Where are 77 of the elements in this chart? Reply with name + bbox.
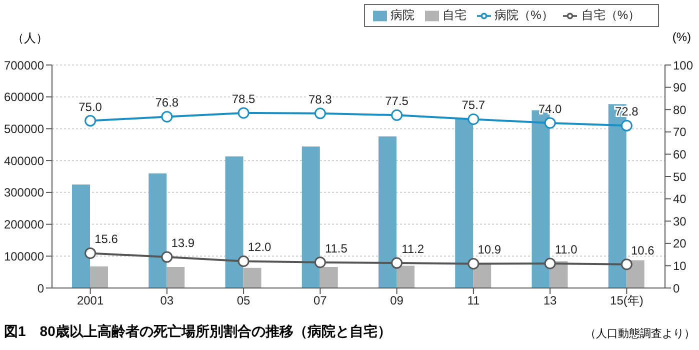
data-label: 74.0 — [538, 102, 562, 116]
point — [468, 258, 480, 270]
point — [620, 258, 632, 270]
y2-tick-label: 100 — [673, 58, 694, 72]
bar — [243, 268, 262, 288]
y2-tick-label: 30 — [673, 214, 687, 228]
data-label: 10.6 — [631, 243, 655, 258]
data-label: 75.7 — [462, 98, 486, 112]
x-tick-label: 15(年) — [610, 294, 644, 308]
point — [314, 256, 326, 268]
point — [84, 247, 96, 259]
x-tick-label: 13 — [543, 294, 558, 308]
y-tick-label: 700000 — [4, 58, 44, 72]
y-tick-label: 400000 — [4, 154, 44, 168]
legend-label: 自宅（%） — [581, 8, 640, 22]
bar — [148, 173, 167, 288]
data-label: 78.5 — [232, 92, 256, 106]
point — [391, 109, 403, 121]
legend-label: 病院 — [390, 8, 415, 22]
y2-tick-label: 40 — [673, 192, 687, 206]
data-label: 78.3 — [308, 92, 332, 106]
point — [238, 255, 250, 267]
point — [161, 110, 173, 122]
text: 図1 80歳以上高齢者の死亡場所別割合の推移（病院と自宅） — [4, 323, 392, 341]
y-tick-label: 300000 — [4, 186, 44, 200]
y2-tick-label: 20 — [673, 236, 687, 251]
bar — [72, 184, 90, 288]
text: （人口動態調査より） — [585, 326, 695, 341]
data-label: 15.6 — [94, 232, 118, 246]
y2-tick-label: 50 — [673, 170, 687, 184]
legend-label: 病院（%） — [494, 8, 554, 22]
bar — [302, 146, 320, 288]
y-tick-label: 500000 — [4, 122, 44, 136]
data-label: 11.2 — [402, 242, 424, 256]
point — [544, 117, 556, 129]
point — [544, 258, 556, 270]
bar — [320, 266, 338, 288]
data-label: 12.0 — [248, 240, 272, 254]
data-label: 13.9 — [171, 236, 195, 250]
point — [84, 115, 96, 126]
point — [238, 107, 250, 119]
bar — [455, 118, 474, 288]
x-tick-label: 09 — [390, 294, 404, 308]
bar — [90, 266, 108, 288]
point — [161, 251, 173, 263]
y2-tick-label: 60 — [673, 147, 687, 162]
data-label: 11.5 — [324, 241, 348, 256]
y-tick-label: 200000 — [4, 218, 44, 232]
y2-tick-label: 70 — [673, 125, 687, 140]
bar — [378, 136, 396, 288]
y2-tick-label: 90 — [673, 80, 687, 95]
x-tick-label: 07 — [314, 294, 328, 308]
y2-tick-label: 80 — [673, 102, 687, 117]
data-label: 76.8 — [155, 96, 179, 110]
y2-tick-label: 0 — [673, 281, 680, 296]
data-label: 10.9 — [478, 242, 502, 257]
point — [314, 108, 326, 120]
point — [620, 120, 632, 132]
data-label: 75.0 — [78, 100, 102, 114]
x-tick-label: 11 — [467, 294, 480, 308]
bar — [396, 266, 414, 288]
data-label: 11.0 — [554, 242, 578, 256]
y-tick-label: 600000 — [4, 90, 44, 104]
point — [468, 113, 480, 125]
y-tick-label: 100000 — [4, 249, 44, 264]
y-tick-label: 0 — [37, 281, 44, 296]
legend-label: 自宅 — [442, 8, 467, 22]
x-tick-label: 03 — [160, 294, 174, 308]
bar — [166, 266, 185, 288]
y2-axis-title: (%) — [672, 30, 691, 44]
y2-tick-label: 10 — [673, 258, 687, 273]
data-label: 77.5 — [385, 94, 409, 108]
x-tick-label: 05 — [236, 294, 251, 308]
point — [391, 257, 403, 269]
x-tick-label: 2001 — [76, 294, 104, 308]
bar — [225, 156, 244, 288]
y-axis-title: （人） — [12, 30, 48, 47]
